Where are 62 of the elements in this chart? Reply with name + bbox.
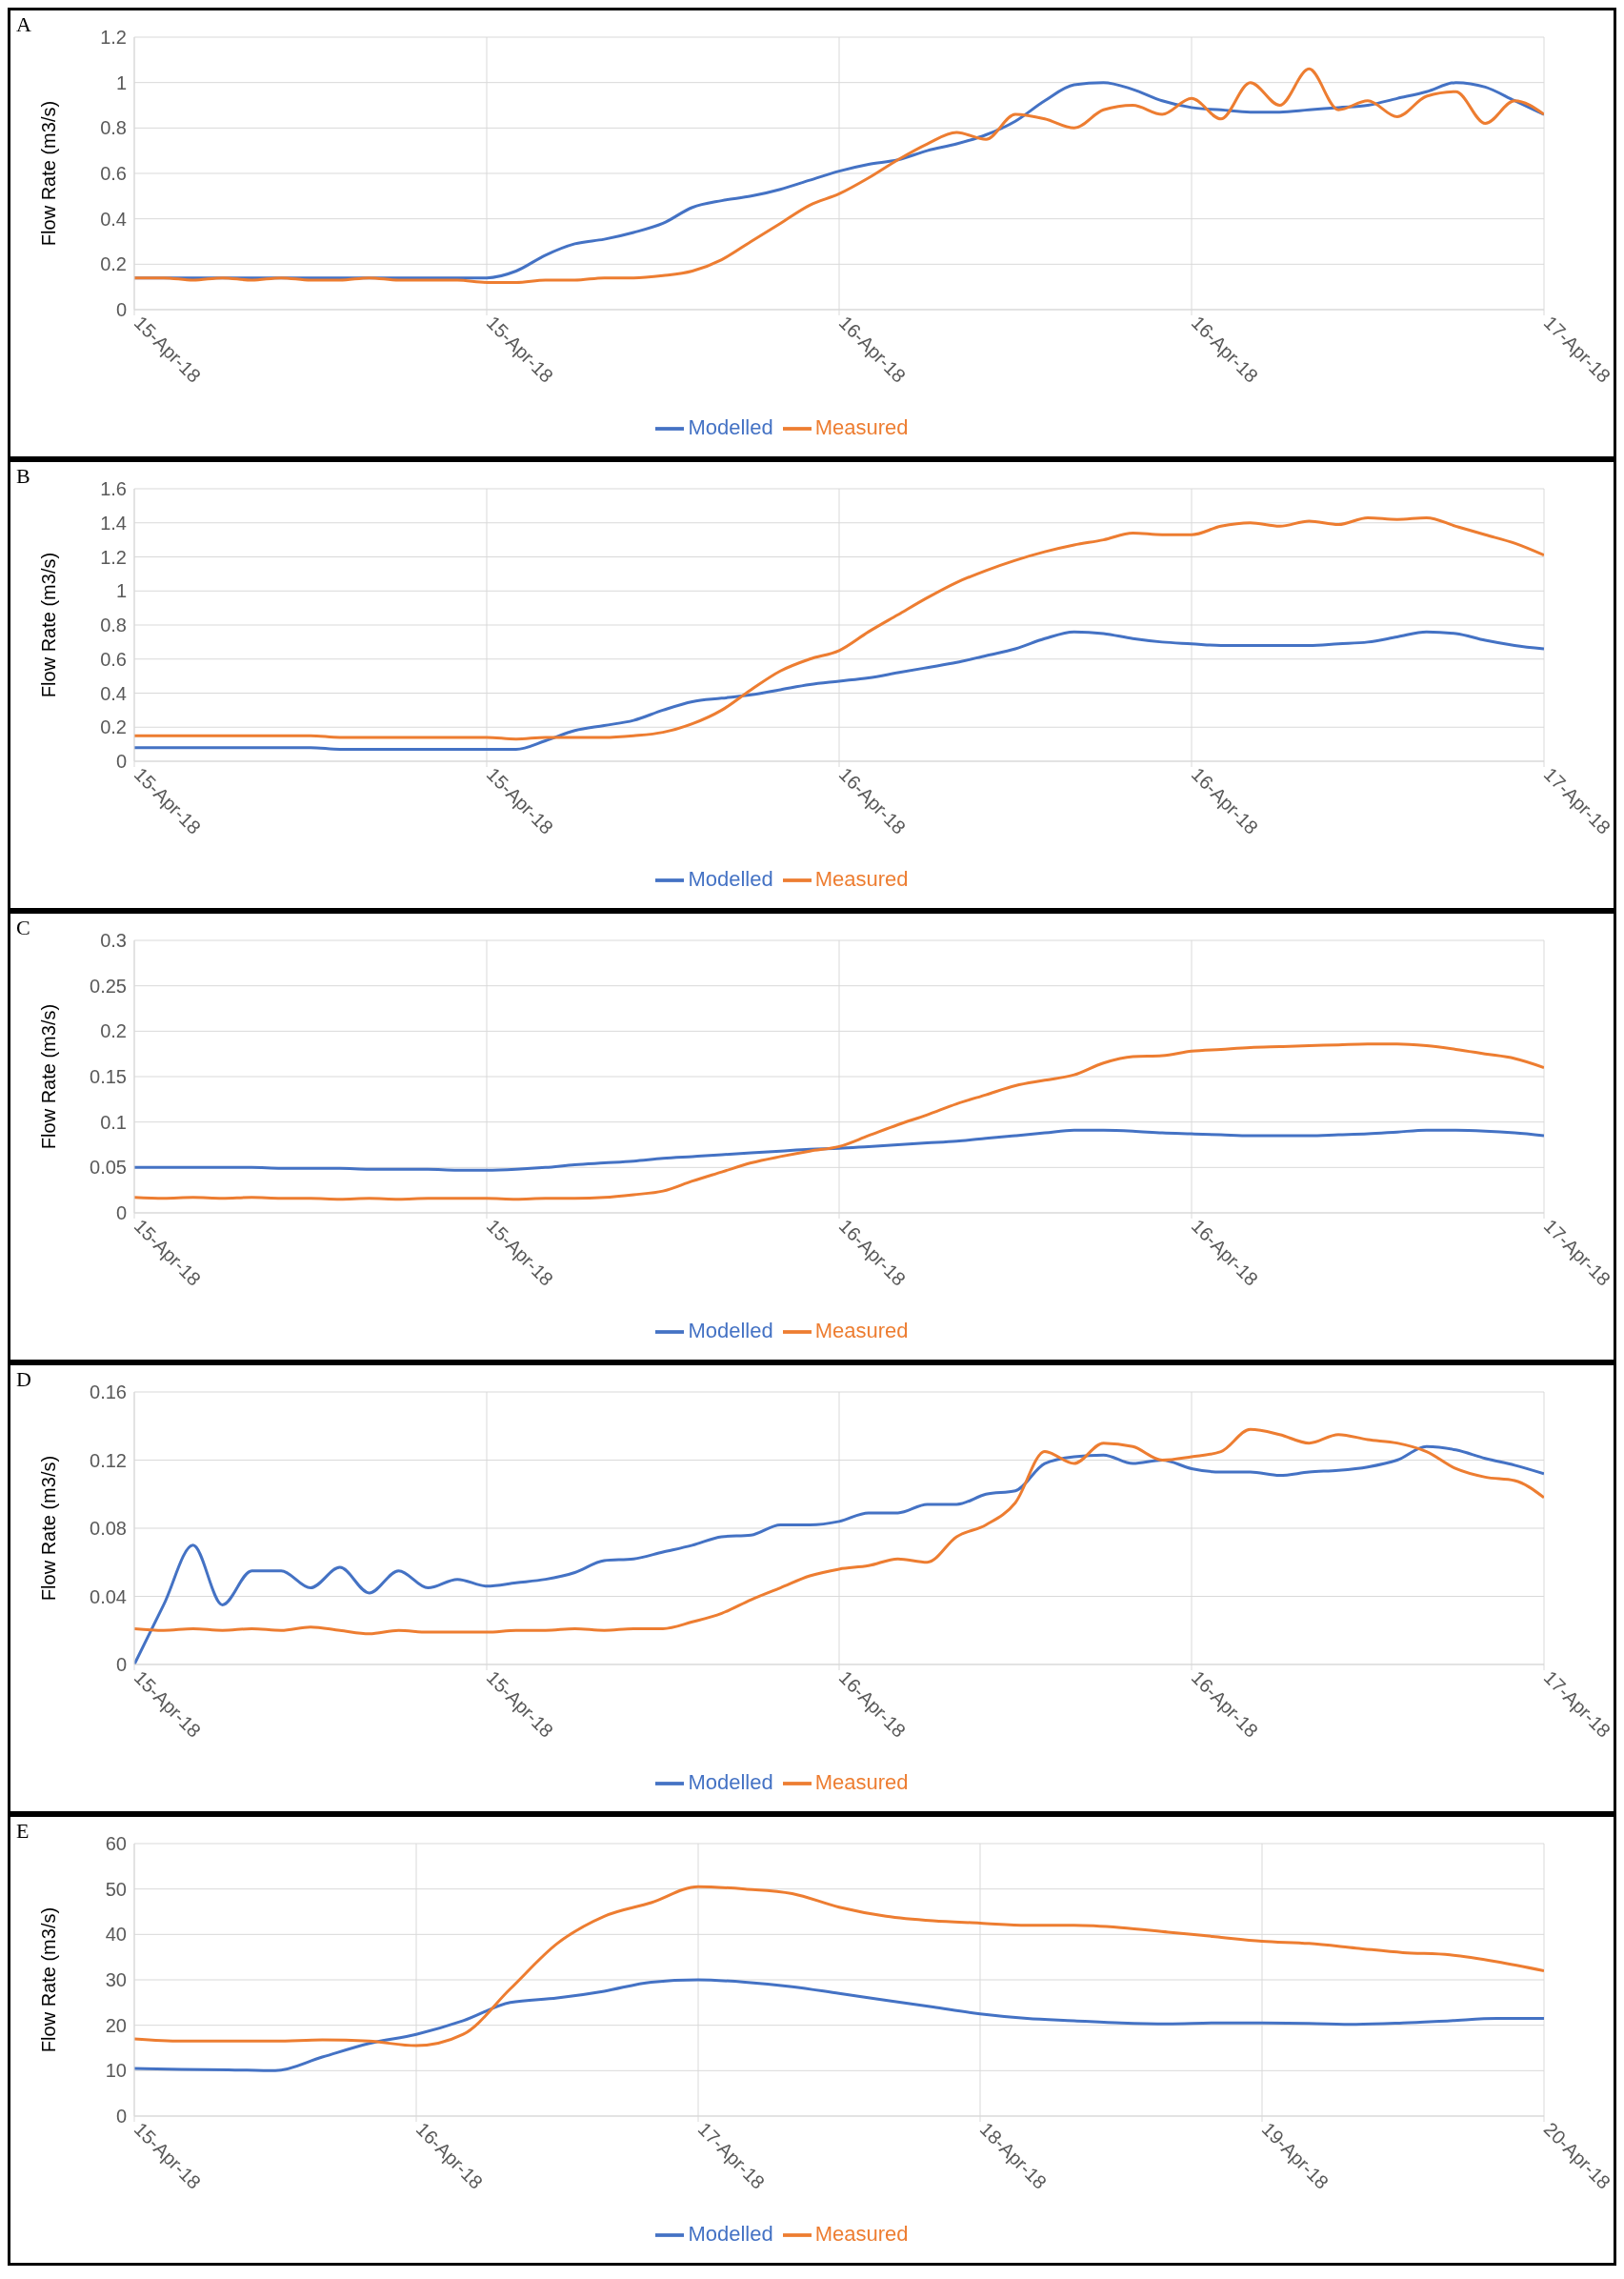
legend-label: Measured (814, 866, 909, 891)
y-tick-label: 0.2 (100, 716, 127, 738)
y-tick-label: 40 (105, 1924, 127, 1946)
legend-label: Modelled (688, 414, 773, 439)
y-tick-label: 0.04 (90, 1585, 127, 1607)
chart-title: E (16, 1819, 30, 1844)
y-tick-label: 0 (115, 1654, 127, 1676)
y-tick-label: 0.12 (90, 1449, 127, 1471)
y-tick-label: 0.1 (100, 1111, 127, 1133)
y-tick-label: 0.2 (100, 253, 127, 275)
y-axis-title: Flow Rate (m3/s) (38, 1906, 60, 2053)
y-axis-title: Flow Rate (m3/s) (38, 1455, 60, 1602)
y-tick-label: 0.4 (100, 208, 127, 230)
y-tick-label: 0.16 (90, 1382, 127, 1403)
line-series (134, 630, 1544, 751)
y-tick-label: 0.8 (100, 117, 127, 139)
legend-label: Modelled (688, 1318, 773, 1342)
y-tick-label: 30 (105, 1969, 127, 1991)
legend-label: Modelled (688, 866, 773, 891)
line-series (134, 1128, 1544, 1172)
y-tick-label: 0 (115, 1202, 127, 1224)
line-series (134, 1042, 1544, 1201)
line-series (134, 1427, 1544, 1636)
y-axis-title: Flow Rate (m3/s) (38, 1003, 60, 1150)
y-tick-label: 0.3 (100, 930, 127, 952)
y-tick-label: 10 (105, 2060, 127, 2082)
y-tick-label: 1.2 (100, 27, 127, 49)
y-tick-label: 0.08 (90, 1518, 127, 1540)
y-tick-label: 0.6 (100, 163, 127, 185)
y-tick-label: 0.2 (100, 1020, 127, 1042)
y-tick-label: 0 (115, 2106, 127, 2128)
y-tick-label: 1 (115, 71, 127, 93)
line-series (134, 1885, 1544, 2047)
y-tick-label: 0.05 (90, 1157, 127, 1179)
y-tick-label: 1 (115, 580, 127, 602)
y-tick-label: 0.25 (90, 975, 127, 997)
y-tick-label: 0 (115, 751, 127, 773)
legend-label: Measured (814, 2221, 909, 2246)
chart-title: D (16, 1367, 31, 1392)
line-series (134, 1978, 1544, 2072)
y-tick-label: 1.6 (100, 478, 127, 500)
y-tick-label: 0.15 (90, 1066, 127, 1088)
y-tick-label: 0.4 (100, 682, 127, 704)
y-tick-label: 1.4 (100, 512, 127, 534)
y-tick-label: 20 (105, 2014, 127, 2036)
chart-title: C (16, 916, 30, 940)
y-tick-label: 50 (105, 1878, 127, 1900)
y-tick-label: 1.2 (100, 546, 127, 568)
chart-title: A (16, 12, 31, 37)
y-tick-label: 60 (105, 1833, 127, 1855)
legend-label: Measured (814, 1769, 909, 1794)
legend-label: Measured (814, 1318, 909, 1342)
y-tick-label: 0.8 (100, 615, 127, 636)
y-tick-label: 0 (115, 299, 127, 321)
line-series (134, 515, 1544, 741)
y-axis-title: Flow Rate (m3/s) (38, 552, 60, 698)
y-tick-label: 0.6 (100, 648, 127, 670)
legend-label: Modelled (688, 2221, 773, 2246)
legend-label: Modelled (688, 1769, 773, 1794)
y-axis-title: Flow Rate (m3/s) (38, 100, 60, 247)
legend-label: Measured (814, 414, 909, 439)
chart-title: B (16, 464, 30, 489)
